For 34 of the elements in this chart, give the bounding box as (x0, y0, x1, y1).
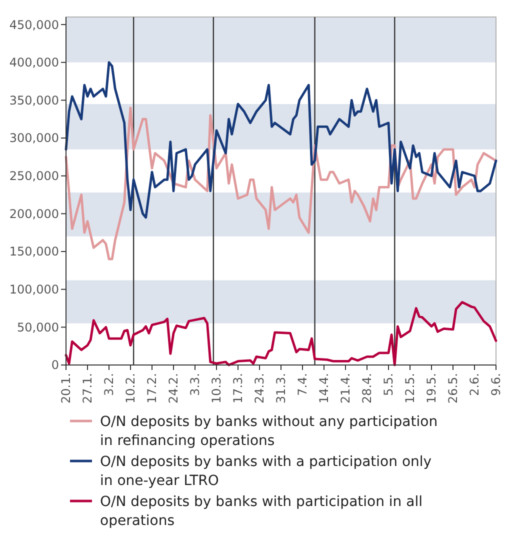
y-tick-label: 0 (51, 358, 59, 372)
x-tick-label: 20.1. (59, 373, 74, 404)
legend-label: O/N deposits by banks with participation in all operations (100, 494, 422, 529)
y-tick-label: 300,000 (9, 131, 59, 146)
y-tick-label: 100,000 (9, 282, 59, 297)
x-tick-label: 17.2. (145, 373, 160, 404)
x-tick-label: 19.5. (424, 373, 439, 404)
x-tick-label: 17.3. (231, 373, 246, 404)
x-tick-label: 5.5. (382, 373, 396, 396)
x-tick-label: 2.6. (468, 373, 482, 396)
legend-label: O/N deposits by banks with a participation only in one-year LTRO (100, 454, 432, 489)
legend-label: O/N deposits by banks without any participation in refinancing operations (100, 414, 438, 449)
x-tick-label: 9.6. (489, 373, 504, 396)
x-tick-label: 28.4. (360, 373, 374, 404)
y-tick-label: 250,000 (9, 169, 59, 184)
x-tick-label: 3.2. (102, 373, 116, 396)
y-tick-label: 50,000 (17, 320, 59, 334)
x-tick-label: 12.5. (403, 373, 418, 404)
x-tick-label: 31.3. (274, 373, 288, 404)
y-tick-label: 150,000 (9, 244, 59, 259)
x-tick-label: 27.1. (80, 373, 95, 404)
y-tick-label: 400,000 (9, 56, 59, 70)
x-tick-label: 24.2. (166, 373, 181, 404)
x-tick-label: 24.3. (252, 373, 267, 404)
x-tick-label: 14.4. (317, 373, 332, 404)
x-tick-label: 21.4. (338, 373, 353, 404)
y-tick-label: 450,000 (9, 18, 59, 32)
x-tick-label: 3.3. (188, 373, 202, 396)
x-tick-label: 26.5. (446, 373, 460, 404)
y-tick-label: 200,000 (9, 206, 59, 221)
x-tick-label: 10.2. (124, 373, 138, 404)
x-tick-label: 7.4. (296, 373, 310, 396)
x-tick-label: 10.3. (210, 373, 224, 404)
y-tick-label: 350,000 (9, 93, 59, 108)
